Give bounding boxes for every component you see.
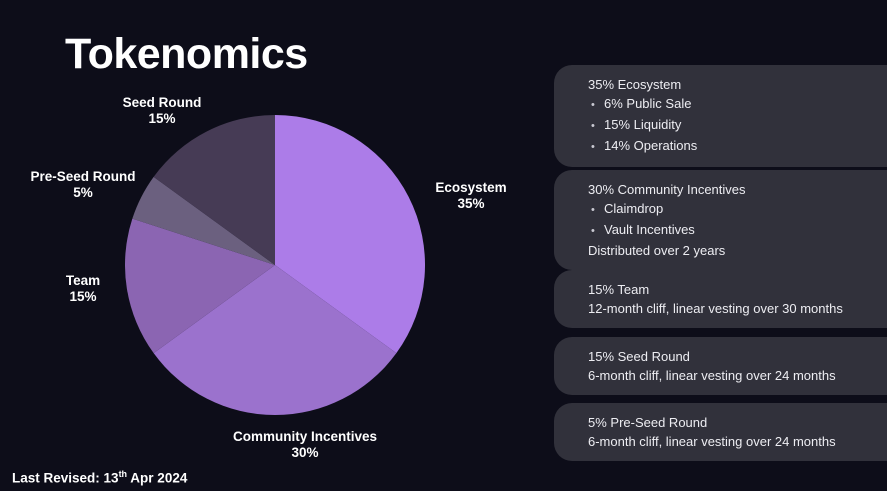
pie-label-text: Team: [65, 273, 101, 288]
info-card-5: 5% Pre-Seed Round 6-month cliff, linear v…: [554, 403, 887, 461]
info-card-1: 35% Ecosystem • 6% Public Sale • 15% Liquidi…: [554, 65, 887, 167]
bullet-icon: •: [591, 99, 595, 111]
pie-label-text: Community Incentives: [232, 429, 378, 444]
info-card-4: 15% Seed Round 6-month cliff, linear vest…: [554, 337, 887, 395]
pie-slice-pre-seed-round: [132, 176, 275, 265]
card-bullet-item: • 15% Liquidity: [588, 115, 887, 136]
card-note: 6-month cliff, linear vesting over 24 mo…: [588, 368, 836, 383]
pie-label-text: Seed Round: [122, 95, 202, 110]
card-heading: 35% Ecosystem: [588, 77, 682, 92]
page-title: Tokenomics: [65, 30, 308, 78]
card-heading: 15% Seed Round: [588, 349, 690, 364]
bullet-icon: •: [591, 120, 595, 132]
pie-slice-seed-round: [153, 115, 275, 265]
card-heading: 15% Team: [588, 282, 650, 297]
bullet-icon: •: [591, 204, 595, 216]
pie-label-ecosystem: Ecosystem 35%: [435, 180, 506, 212]
pie-label-pct: 35%: [457, 196, 485, 211]
pie-label-pct: 15%: [148, 111, 176, 126]
card-bullet-item: • 6% Public Sale: [588, 94, 887, 115]
pie-label-pct: 15%: [69, 289, 97, 304]
bullet-text: 6% Public Sale: [604, 96, 692, 111]
info-card-3: 15% Team 12-month cliff, linear vesting o…: [554, 270, 887, 328]
card-heading: 30% Community Incentives: [588, 182, 746, 197]
last-revised-date: Apr 2024: [127, 470, 188, 486]
info-card-2: 30% Community Incentives • Claimdrop • Vault…: [554, 170, 887, 270]
bullet-icon: •: [591, 225, 595, 237]
last-revised-note: Last Revised: 13th Apr 2024: [12, 469, 187, 486]
card-note: 12-month cliff, linear vesting over 30 m…: [588, 301, 843, 316]
pie-label-pre-seed-round: Pre-Seed Round 5%: [30, 169, 135, 201]
bullet-icon: •: [591, 141, 595, 153]
pie-chart-svg: [125, 115, 425, 415]
pie-slice-team: [125, 218, 275, 354]
bullet-text: 14% Operations: [604, 138, 698, 153]
pie-slice-ecosystem: [275, 115, 425, 354]
bullet-text: Vault Incentives: [604, 222, 695, 237]
card-bullet-item: • Claimdrop: [588, 199, 887, 220]
pie-label-pct: 30%: [291, 445, 319, 460]
card-note: Distributed over 2 years: [588, 243, 726, 258]
card-bullet-item: • Vault Incentives: [588, 220, 887, 241]
pie-chart: [125, 115, 425, 415]
pie-slice-community-incentives: [153, 265, 397, 415]
bullet-text: Claimdrop: [604, 201, 664, 216]
pie-label-community-incentives: Community Incentives 30%: [233, 429, 377, 461]
pie-label-seed-round: Seed Round 15%: [123, 95, 202, 127]
pie-label-pct: 5%: [73, 185, 93, 200]
pie-label-team: Team 15%: [66, 273, 100, 305]
pie-label-text: Ecosystem: [435, 180, 507, 195]
card-heading: 5% Pre-Seed Round: [588, 415, 708, 430]
last-revised-text: Last Revised: 13: [12, 470, 119, 486]
card-note: 6-month cliff, linear vesting over 24 mo…: [588, 434, 836, 449]
card-bullet-item: • 14% Operations: [588, 136, 887, 157]
date-superscript: th: [118, 469, 128, 479]
bullet-text: 15% Liquidity: [604, 117, 682, 132]
pie-label-text: Pre-Seed Round: [30, 169, 136, 184]
